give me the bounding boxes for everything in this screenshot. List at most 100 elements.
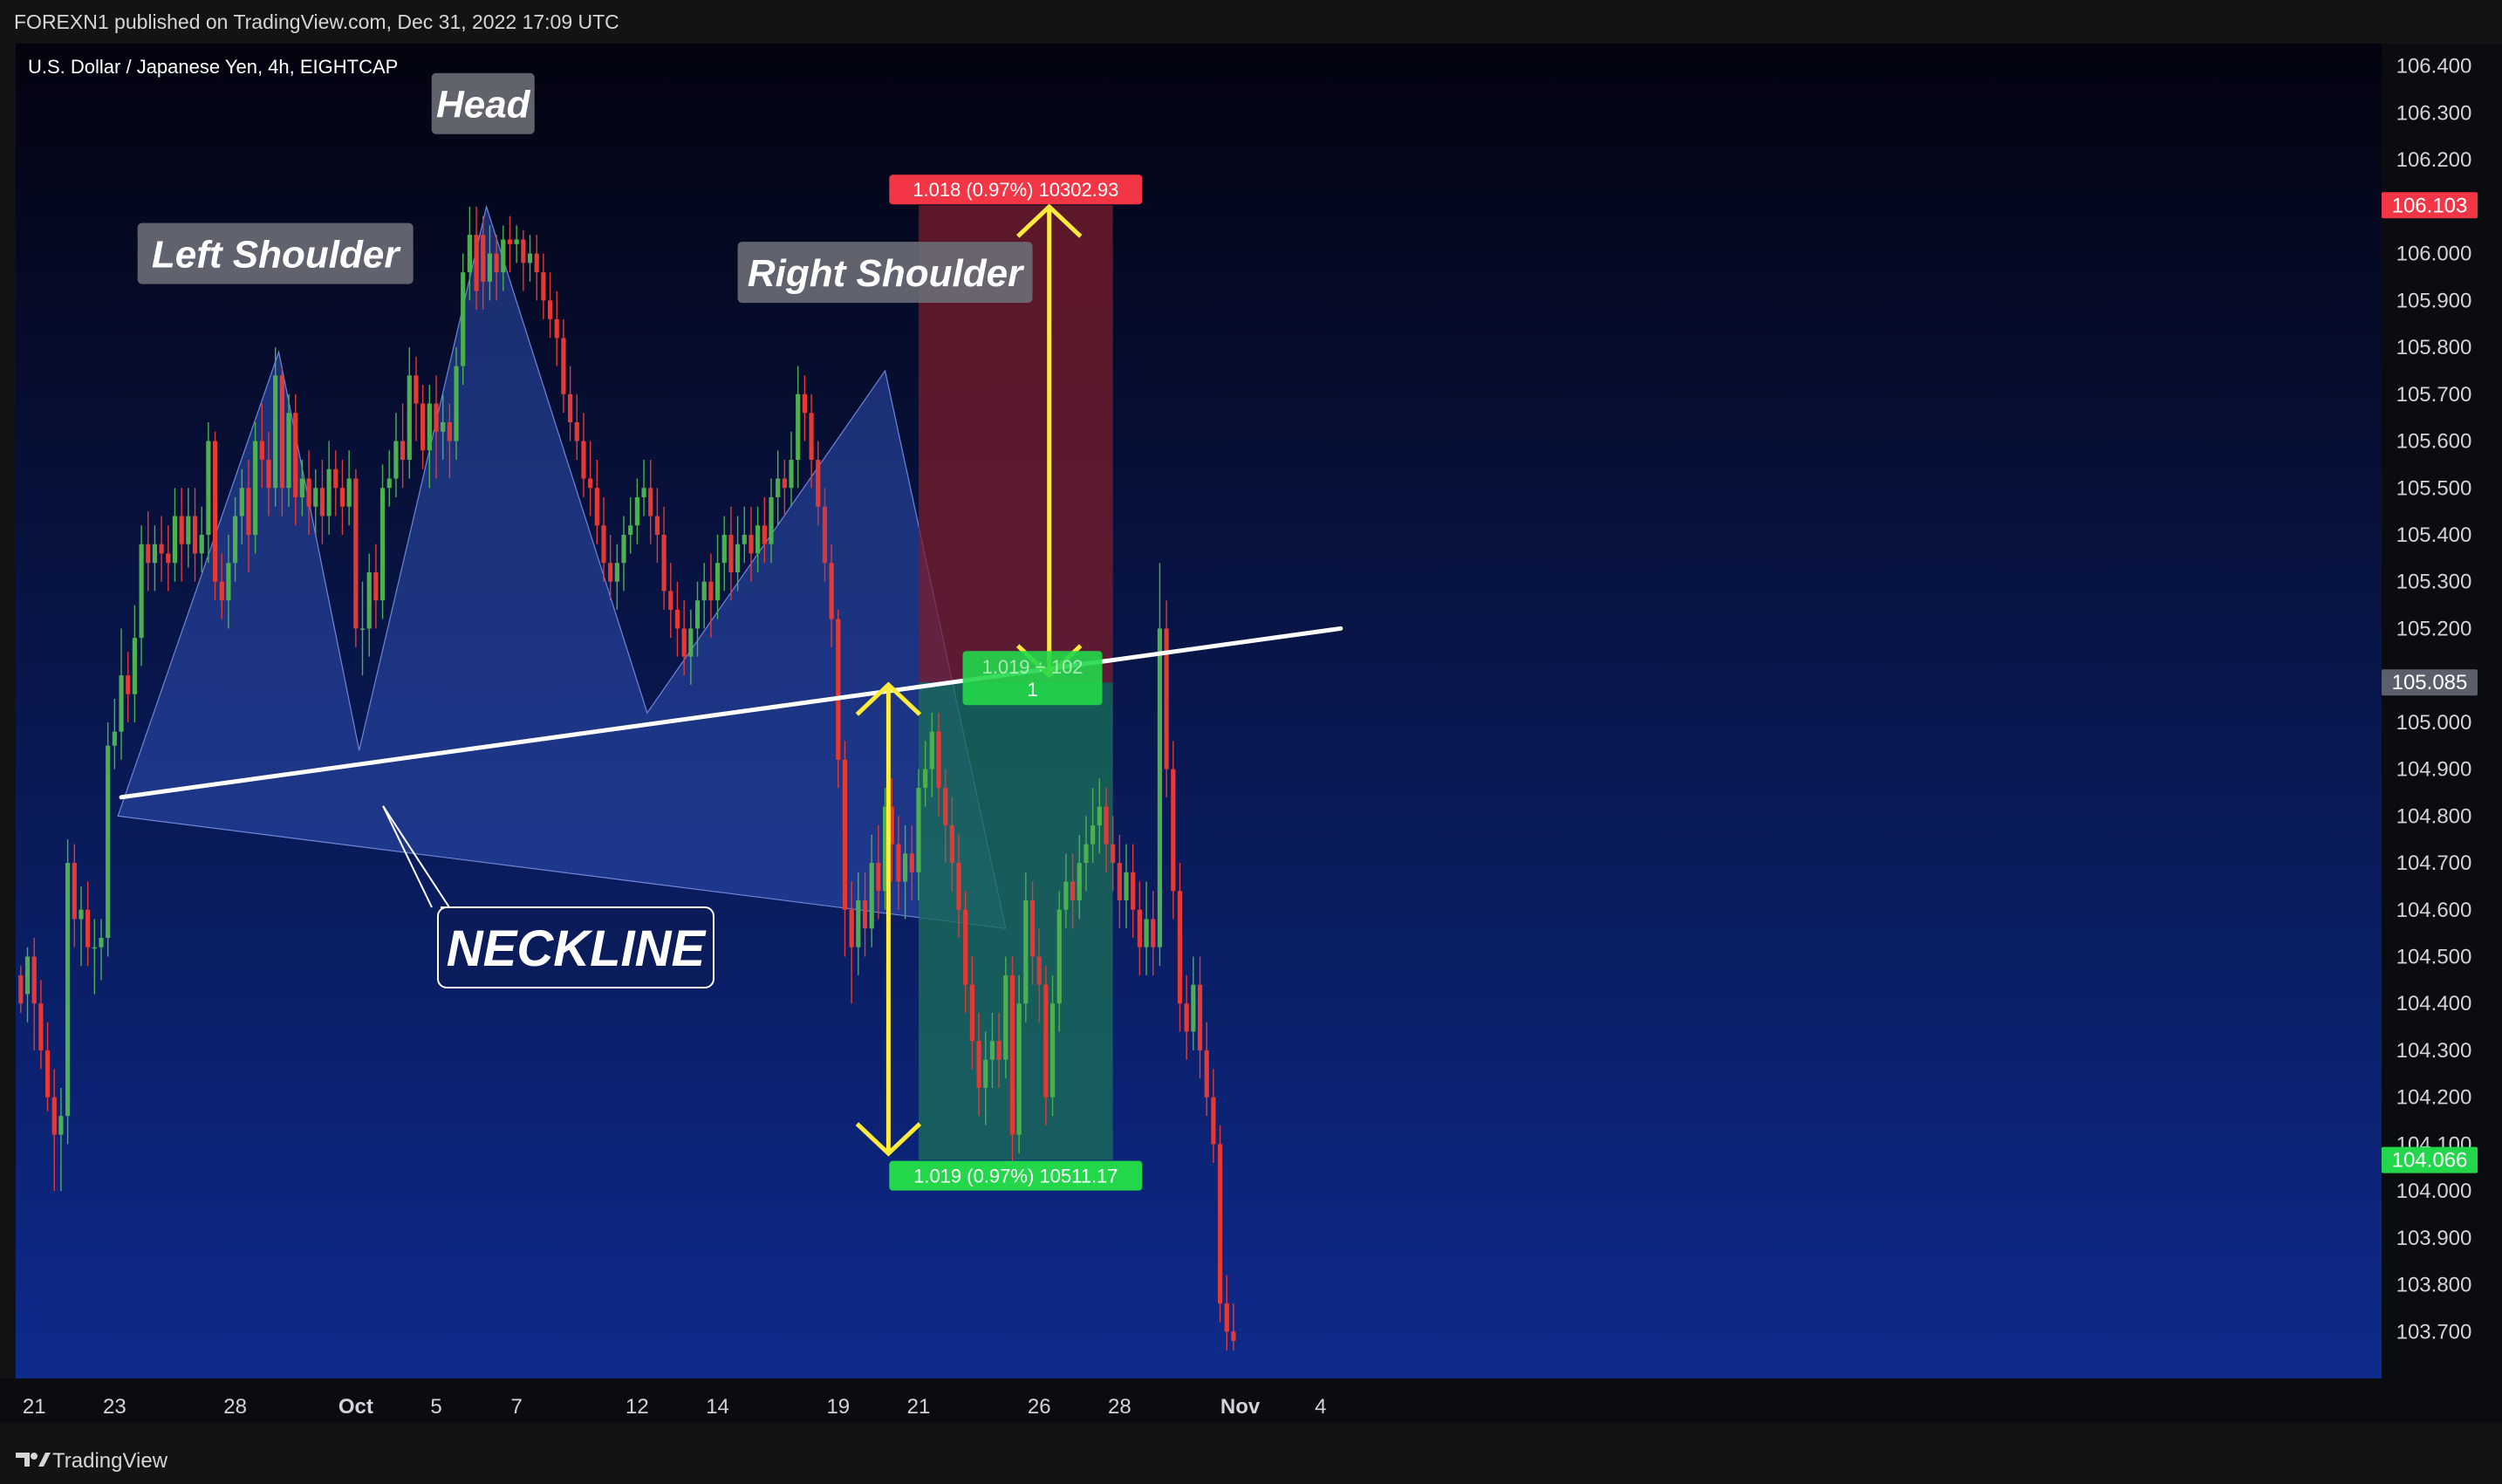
candle <box>79 886 84 967</box>
candle <box>414 356 419 441</box>
take-profit-label: 1.019 (0.97%) 10511.17 <box>889 1160 1143 1191</box>
candle-body <box>494 253 499 273</box>
candle <box>681 600 687 676</box>
candle <box>166 525 171 592</box>
candle-body <box>963 909 968 985</box>
arrow-head-top <box>855 681 922 716</box>
chart-area[interactable]: Left Shoulder Head Right Shoulder NECKLINE 1… <box>0 44 2502 1435</box>
candle-body <box>755 525 761 554</box>
candle-body <box>742 534 747 544</box>
y-axis-tick-label: 103.800 <box>2396 1274 2472 1297</box>
candle <box>1104 788 1109 872</box>
neckline-label: NECKLINE <box>437 906 714 988</box>
candle-body <box>192 516 198 554</box>
candle <box>802 375 807 441</box>
candle <box>614 544 619 610</box>
y-axis-tick-label: 105.600 <box>2396 430 2472 454</box>
candle-body <box>1070 881 1076 901</box>
candle <box>501 225 506 291</box>
y-axis-tick-label: 104.200 <box>2396 1086 2472 1110</box>
y-axis-tick-label: 105.000 <box>2396 711 2472 735</box>
candle <box>186 488 191 568</box>
candle <box>233 497 238 582</box>
y-axis-tick-label: 106.000 <box>2396 243 2472 266</box>
candle-body <box>346 478 352 507</box>
candle <box>38 980 44 1070</box>
time-axis-panel <box>0 1378 2382 1423</box>
candle <box>1171 741 1176 920</box>
candle-body <box>44 1050 51 1098</box>
candle-body <box>1077 863 1082 901</box>
candle-body <box>614 563 619 582</box>
candle <box>1131 844 1136 938</box>
candle <box>776 450 781 526</box>
candle-body <box>119 675 124 732</box>
candle-body <box>212 441 218 582</box>
candle-body <box>85 909 91 947</box>
candle <box>1016 975 1022 1154</box>
tradingview-footer: TradingView <box>0 1435 2502 1484</box>
candle-body <box>1157 628 1163 947</box>
candle <box>1003 956 1008 1079</box>
x-axis-tick-label: 19 <box>826 1395 850 1419</box>
pattern-label-left-shoulder-box <box>137 222 414 284</box>
candle-body <box>521 239 526 263</box>
candle-body <box>326 468 332 516</box>
candle-body <box>668 591 673 610</box>
y-axis-tick-label: 103.700 <box>2396 1320 2472 1344</box>
candle-body <box>1117 863 1122 901</box>
candle <box>199 506 204 572</box>
candle <box>943 769 948 864</box>
candle-body <box>146 544 151 564</box>
candle-body <box>246 488 251 535</box>
candle-body <box>1144 919 1149 947</box>
candle-body <box>273 375 278 489</box>
candle-body <box>762 525 767 544</box>
candle <box>1077 834 1082 920</box>
candle <box>1036 928 1042 1022</box>
candle <box>366 553 372 657</box>
candlestick-chart[interactable]: Left Shoulder Head Right Shoulder NECKLINE 1… <box>0 44 2502 1435</box>
candle <box>1144 881 1149 975</box>
y-axis-tick-label: 106.200 <box>2396 148 2472 172</box>
candle <box>989 1012 995 1088</box>
candle-body <box>434 403 439 432</box>
candle-body <box>923 769 928 789</box>
candle <box>628 497 633 554</box>
candle <box>969 956 974 1070</box>
candle <box>373 544 379 629</box>
candle <box>386 450 392 507</box>
candle-body <box>681 628 687 657</box>
candle-body <box>266 460 271 489</box>
candle <box>112 699 117 769</box>
candle-body <box>319 488 325 516</box>
candle <box>601 497 606 582</box>
candle <box>379 464 386 619</box>
candle-body <box>407 375 412 461</box>
candle-body <box>1224 1303 1229 1332</box>
candle-body <box>1197 984 1203 1050</box>
candle-body <box>574 422 579 441</box>
candle <box>541 253 546 319</box>
candle <box>1224 1275 1229 1351</box>
y-axis-tick-label: 104.700 <box>2396 851 2472 875</box>
candle <box>641 460 646 516</box>
candle-body <box>299 478 304 497</box>
candle <box>333 450 338 516</box>
x-axis-tick-label: 28 <box>223 1395 247 1419</box>
candle-body <box>728 534 734 572</box>
risk-reward-ratio-line1: 1.019 ÷ 102 <box>981 656 1083 678</box>
x-axis-tick-label: 26 <box>1028 1395 1051 1419</box>
candle-body <box>842 759 848 910</box>
candle <box>286 393 291 507</box>
candle <box>1043 966 1049 1125</box>
candle <box>481 215 486 311</box>
pattern-label-right-shoulder: Right Shoulder <box>737 242 1033 304</box>
tradingview-logo-icon <box>16 1453 51 1467</box>
candle-body <box>1063 881 1069 910</box>
candle-body <box>856 900 861 947</box>
candle <box>51 1069 57 1192</box>
candle-body <box>306 478 311 507</box>
candle-body <box>554 318 559 339</box>
stop-loss-label: 1.018 (0.97%) 10302.93 <box>889 174 1143 205</box>
